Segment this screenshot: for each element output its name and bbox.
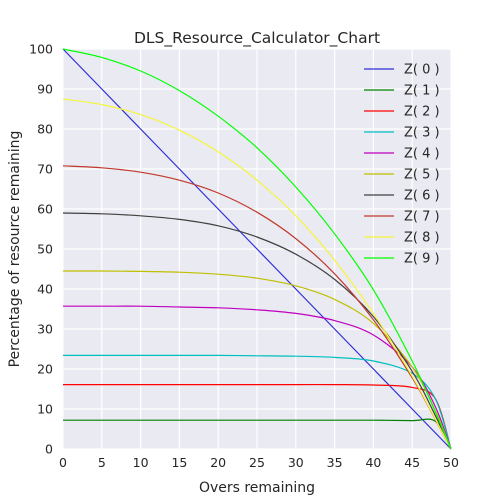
- series-line-z0: [62, 48, 452, 450]
- series-line-z9: [62, 48, 452, 450]
- y-tick-label: 40: [37, 282, 53, 297]
- chart-title: DLS_Resource_Calculator_Chart: [134, 29, 380, 48]
- series-line-z1: [63, 418, 452, 450]
- legend-label-z0: Z( 0 ): [404, 63, 440, 78]
- y-tick-label: 20: [37, 362, 53, 377]
- y-tick-label: 0: [45, 442, 53, 457]
- legend-label-z6: Z( 6 ): [404, 189, 440, 204]
- legend-label-z8: Z( 8 ): [404, 231, 440, 246]
- legend-label-z9: Z( 9 ): [404, 252, 440, 267]
- legend-label-z3: Z( 3 ): [404, 126, 440, 141]
- legend-label-z2: Z( 2 ): [404, 105, 440, 120]
- y-tick-label: 60: [37, 202, 53, 217]
- x-tick-label: 35: [327, 455, 343, 470]
- x-axis-label: Overs remaining: [199, 480, 315, 496]
- y-tick-label: 10: [37, 402, 53, 417]
- tick-labels: 0 5 10 15 20 25 30 35 40 45 50 0 10 20 30 40 50 60 70 80 90 1…: [29, 42, 459, 471]
- x-tick-label: 0: [59, 455, 67, 470]
- series-line-z2: [63, 383, 452, 450]
- x-tick-label: 50: [443, 455, 459, 470]
- series-line-z8: [62, 98, 452, 450]
- x-tick-label: 10: [133, 455, 149, 470]
- y-tick-label: 90: [37, 82, 53, 97]
- x-tick-label: 5: [98, 455, 106, 470]
- y-tick-label: 80: [37, 122, 53, 137]
- legend: Z( 0 ) Z( 1 ) Z( 2 ) Z( 3 ) Z( 4 ) Z( 5 ) Z( 6…: [364, 63, 440, 267]
- series-line-z7: [62, 165, 452, 450]
- series-layer: [62, 48, 452, 450]
- legend-label-z1: Z( 1 ): [404, 84, 440, 99]
- x-tick-label: 45: [404, 455, 420, 470]
- legend-label-z7: Z( 7 ): [404, 210, 440, 225]
- x-tick-label: 20: [210, 455, 226, 470]
- legend-label-z5: Z( 5 ): [404, 168, 440, 183]
- y-tick-label: 50: [37, 242, 53, 257]
- x-tick-label: 15: [171, 455, 187, 470]
- x-tick-label: 30: [288, 455, 304, 470]
- y-tick-label: 70: [37, 162, 53, 177]
- grid: [62, 48, 452, 450]
- y-tick-label: 30: [37, 322, 53, 337]
- y-tick-label: 100: [29, 42, 53, 57]
- y-axis-label: Percentage of resource remaining: [7, 131, 23, 368]
- series-line-z5: [62, 270, 452, 450]
- x-tick-label: 40: [365, 455, 381, 470]
- x-tick-label: 25: [249, 455, 265, 470]
- series-line-z6: [62, 212, 452, 450]
- legend-label-z4: Z( 4 ): [404, 147, 440, 162]
